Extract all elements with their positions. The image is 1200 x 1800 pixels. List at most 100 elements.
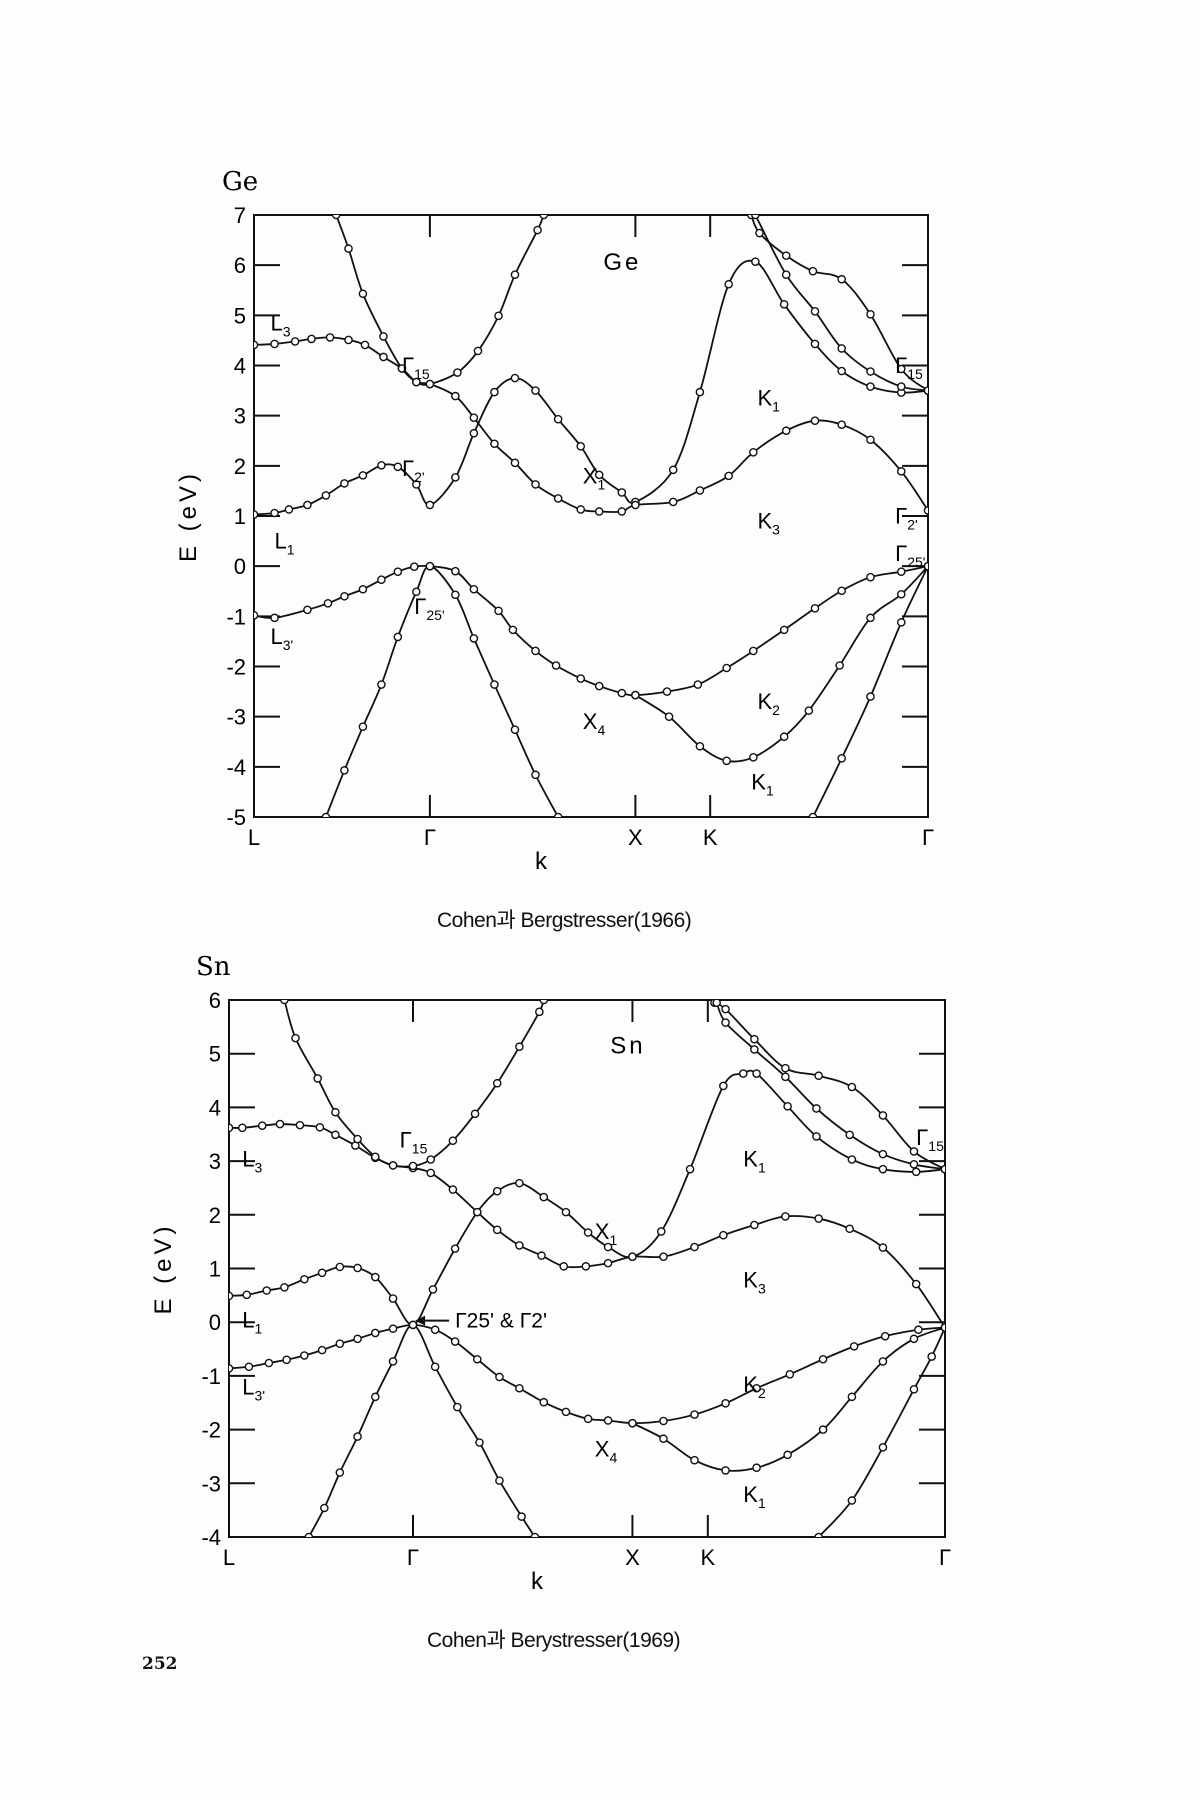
band-point-conduction-3	[425, 379, 435, 389]
band-point-valence-1	[785, 1369, 795, 1379]
band-point-conduction-2	[719, 1230, 728, 1240]
y-tick-label: 5	[209, 1042, 221, 1067]
symmetry-label: K1	[751, 769, 774, 798]
band-point-conduction-4	[847, 1082, 857, 1092]
band-point-valence-1	[409, 562, 419, 571]
band-point-conduction-5	[878, 1149, 888, 1159]
band-point-conduction-3	[397, 364, 407, 373]
band-point-conduction-4	[909, 1147, 919, 1156]
band-point-valence-1	[282, 1355, 291, 1365]
y-tick-label: 0	[234, 554, 246, 579]
x-axis-label: k	[535, 848, 548, 875]
band-point-valence-1	[515, 1383, 524, 1393]
band-point-conduction-2	[515, 1241, 524, 1250]
band-point-valence-1	[539, 1397, 549, 1407]
band-point-valence-1	[721, 1398, 730, 1408]
band-point-conduction-1	[783, 1102, 792, 1111]
band-point-conduction-3	[492, 1078, 502, 1088]
band-point-conduction-2	[781, 1212, 790, 1221]
ge-caption: Cohen과 Bergstresser(1966)	[437, 909, 692, 932]
band-line-conduction-4	[714, 1001, 945, 1170]
series-group	[254, 215, 928, 817]
inner-title: Sn	[610, 1033, 645, 1060]
band-point-valence-2	[393, 632, 403, 642]
band-point-conduction-1	[450, 1244, 460, 1253]
band-point-conduction-2	[344, 335, 353, 345]
band-point-conduction-2	[750, 1220, 759, 1230]
x-tick-label: Γ	[407, 1545, 419, 1570]
band-point-conduction-5	[721, 1018, 730, 1027]
symmetry-label: L3'	[270, 624, 293, 653]
band-point-conduction-1	[847, 1155, 857, 1164]
band-point-valence-1	[690, 1410, 699, 1419]
band-point-conduction-2	[238, 1123, 247, 1133]
band-point-conduction-1	[515, 1178, 524, 1188]
band-point-valence-2	[425, 561, 435, 571]
band-point-valence-4	[896, 618, 906, 627]
y-tick-label: -2	[226, 655, 246, 680]
band-point-conduction-5	[923, 386, 928, 395]
band-point-valence-3	[847, 1392, 857, 1402]
band-point-valence-3	[695, 741, 705, 751]
band-point-conduction-2	[448, 1185, 458, 1194]
symmetry-label: K1	[743, 1146, 766, 1175]
y-tick-label: -1	[201, 1364, 221, 1389]
y-axis-label: E (eV)	[175, 470, 202, 562]
corner-label: Ge	[222, 167, 258, 197]
band-point-conduction-2	[617, 507, 627, 516]
band-point-valence-3	[896, 589, 906, 599]
band-point-conduction-2	[724, 471, 733, 481]
band-point-conduction-2	[257, 1121, 267, 1130]
band-point-conduction-2	[537, 1251, 546, 1260]
band-point-conduction-2	[668, 497, 678, 507]
symmetry-label: Γ2'	[402, 456, 425, 485]
band-point-conduction-3	[358, 289, 368, 299]
band-point-valence-1	[300, 1351, 309, 1360]
band-point-valence-1	[353, 1334, 362, 1344]
band-point-conduction-2	[490, 439, 499, 449]
band-point-valence-1	[472, 1354, 482, 1364]
band-point-valence-1	[393, 567, 403, 576]
symmetry-label: L1	[275, 529, 295, 558]
band-point-conduction-2	[690, 1242, 699, 1252]
band-point-valence-1	[880, 1331, 890, 1341]
y-tick-label: 2	[209, 1203, 221, 1228]
band-point-conduction-1	[254, 510, 259, 519]
band-point-conduction-1	[738, 1069, 748, 1078]
band-point-conduction-1	[451, 473, 460, 482]
band-point-valence-1	[377, 575, 386, 585]
band-point-valence-3	[783, 1450, 792, 1460]
band-point-valence-2	[388, 1357, 398, 1366]
band-point-conduction-1	[303, 500, 312, 510]
band-point-valence-1	[849, 1342, 859, 1351]
band-point-conduction-1	[510, 373, 520, 383]
band-point-valence-1	[693, 680, 703, 689]
band-point-valence-4	[923, 561, 928, 571]
band-point-valence-4	[847, 1496, 857, 1505]
band-point-conduction-2	[472, 1207, 482, 1217]
band-point-conduction-1	[377, 461, 386, 470]
band-point-conduction-1	[810, 339, 820, 349]
band-point-valence-3	[721, 1466, 730, 1475]
band-point-conduction-5	[909, 1160, 919, 1169]
x-tick-label: K	[703, 825, 718, 850]
band-point-conduction-1	[262, 1286, 271, 1295]
band-point-valence-4	[837, 754, 846, 763]
y-tick-label: 1	[234, 504, 246, 529]
band-point-valence-1	[303, 605, 312, 615]
band-point-conduction-1	[428, 1285, 438, 1294]
band-point-conduction-2	[814, 1214, 823, 1223]
band-point-conduction-1	[492, 1186, 502, 1196]
band-point-conduction-3	[510, 270, 520, 279]
band-point-valence-1	[551, 661, 561, 670]
band-point-conduction-2	[923, 506, 928, 515]
band-point-valence-2	[495, 1476, 504, 1485]
y-axis-label: E (eV)	[150, 1222, 177, 1314]
band-point-valence-2	[553, 812, 563, 817]
band-point-conduction-3	[539, 215, 549, 220]
band-point-conduction-1	[668, 465, 678, 475]
band-point-conduction-3	[453, 368, 462, 377]
band-point-conduction-2	[695, 486, 705, 495]
symmetry-label: K3	[743, 1267, 766, 1296]
band-point-valence-1	[451, 566, 460, 576]
